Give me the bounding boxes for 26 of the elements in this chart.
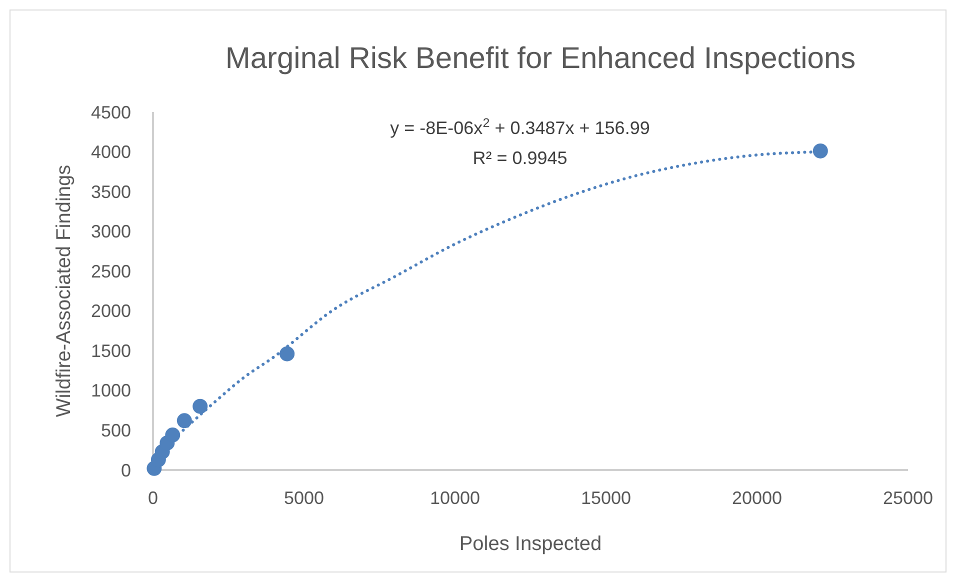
x-tick-label: 5000 xyxy=(284,488,324,508)
x-tick-label: 10000 xyxy=(430,488,480,508)
y-tick-label: 3000 xyxy=(90,222,131,242)
y-tick-label: 500 xyxy=(100,420,131,441)
y-tick-label: 0 xyxy=(120,460,131,480)
y-tick-label: 4000 xyxy=(90,142,131,162)
x-tick-label: 0 xyxy=(148,488,158,508)
y-tick-label: 2000 xyxy=(90,301,131,322)
y-tick-label: 4500 xyxy=(90,102,131,122)
point xyxy=(280,346,295,362)
point xyxy=(165,427,180,442)
x-tick-label: 25000 xyxy=(882,488,934,508)
y-axis-title: Wildfire-Associated Findings xyxy=(53,164,75,418)
y-tick-label: 2500 xyxy=(90,261,131,282)
annotation: R² = 0.9945 xyxy=(472,148,568,168)
chart-title: Marginal Risk Benefit for Enhanced Inspections xyxy=(225,42,856,75)
point xyxy=(176,413,192,428)
y-tick-label: 1500 xyxy=(90,340,131,361)
annotation: y = -8E-06x$^{2}$ + 0.3487x + 156.99 xyxy=(390,116,650,138)
y-tick-label: 1000 xyxy=(90,380,131,401)
point xyxy=(812,143,828,158)
x-tick-label: 15000 xyxy=(580,488,632,508)
y-tick-label: 3500 xyxy=(90,182,131,202)
x-tick-label: 20000 xyxy=(732,488,782,508)
point xyxy=(192,398,208,414)
x-axis-title: Poles Inspected xyxy=(459,533,602,555)
